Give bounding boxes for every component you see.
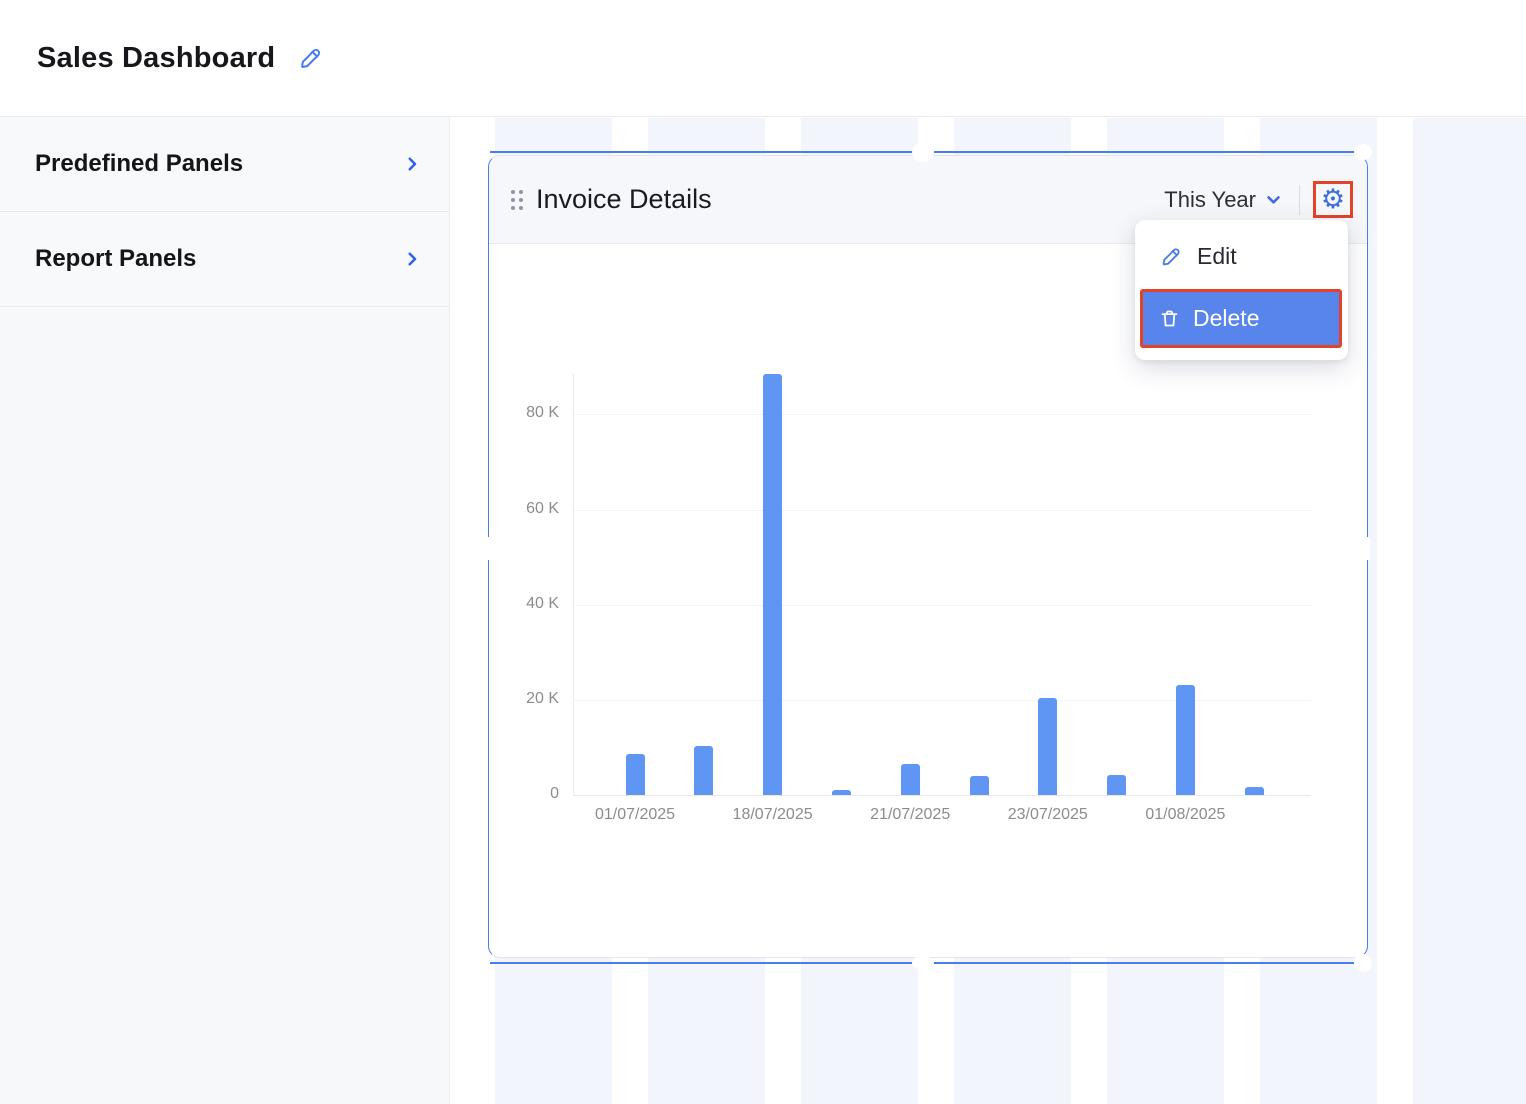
menu-item-edit-label: Edit [1197, 242, 1237, 269]
bar [625, 754, 645, 795]
gear-annotation-box: ⚙ [1313, 181, 1353, 218]
resize-handle-right-center[interactable] [1365, 537, 1370, 560]
y-tick-label: 80 K [526, 404, 559, 422]
resize-handle-left-center[interactable] [486, 537, 491, 560]
bar [831, 790, 851, 795]
trash-icon [1159, 308, 1180, 329]
gridline [573, 795, 1311, 796]
bar [763, 374, 783, 795]
x-tick-label: 21/07/2025 [870, 806, 951, 823]
gridline [573, 414, 1311, 416]
drag-handle-icon[interactable] [511, 189, 523, 210]
header-divider [1299, 184, 1300, 215]
sidebar: Predefined Panels Report Panels [0, 117, 450, 1104]
pencil-icon [298, 45, 324, 71]
gridline [573, 509, 1311, 511]
gridline [573, 699, 1311, 701]
page-header: Sales Dashboard [0, 0, 1526, 117]
period-selector-value: This Year [1164, 186, 1256, 212]
chevron-right-icon [403, 155, 421, 173]
sidebar-item-predefined-panels[interactable]: Predefined Panels [0, 117, 449, 212]
chevron-right-icon [403, 250, 421, 268]
gridline [573, 604, 1311, 606]
x-tick-label: 23/07/2025 [1007, 806, 1088, 823]
panel-header-actions: This Year ⚙ [1164, 181, 1353, 218]
x-tick-label: 01/08/2025 [1145, 806, 1226, 823]
resize-handle-top-center[interactable] [912, 142, 934, 162]
bar [969, 775, 989, 795]
resize-handle-bottom-center[interactable] [912, 956, 934, 970]
edit-dashboard-name-button[interactable] [297, 44, 325, 72]
x-tick-label: 18/07/2025 [732, 806, 813, 823]
bar [900, 764, 920, 795]
bar [1038, 697, 1058, 795]
panel-title: Invoice Details [536, 184, 712, 214]
panel-settings-button[interactable]: ⚙ [1317, 184, 1349, 216]
sidebar-item-label: Report Panels [35, 245, 197, 272]
y-axis-line [573, 374, 574, 795]
y-tick-label: 20 K [526, 689, 559, 707]
bar [694, 746, 714, 795]
bar [1107, 775, 1127, 795]
bar [1175, 684, 1195, 795]
resize-handle-top-right[interactable] [1354, 144, 1372, 160]
sidebar-item-label: Predefined Panels [35, 150, 244, 177]
chevron-down-icon [1265, 191, 1282, 208]
y-tick-label: 0 [550, 785, 559, 802]
resize-handle-bottom-right[interactable] [1354, 954, 1372, 972]
gear-icon: ⚙ [1320, 184, 1346, 214]
menu-item-delete-label: Delete [1193, 305, 1260, 331]
bar [1244, 786, 1264, 795]
pencil-icon [1160, 245, 1183, 268]
panel-settings-menu: Edit Delete [1135, 220, 1348, 360]
y-tick-label: 40 K [526, 594, 559, 612]
period-selector[interactable]: This Year [1164, 187, 1282, 213]
y-tick-label: 60 K [526, 499, 559, 517]
x-tick-label: 01/07/2025 [594, 806, 676, 823]
delete-annotation-box: Delete [1140, 289, 1342, 348]
menu-item-edit[interactable]: Edit [1135, 232, 1348, 280]
menu-item-delete[interactable]: Delete [1143, 292, 1339, 345]
bar-chart-plot-area: 0 20 K 40 K 60 K 80 K 01/07/2025 18/07/2025 21/… [526, 374, 1311, 823]
sidebar-item-report-panels[interactable]: Report Panels [0, 212, 449, 307]
page-title: Sales Dashboard [37, 41, 276, 74]
